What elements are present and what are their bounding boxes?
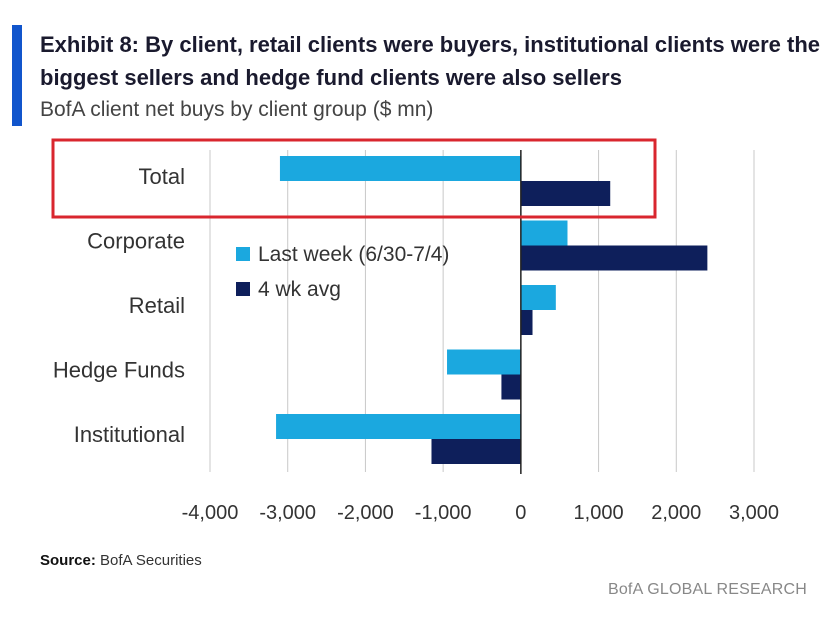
- x-tick-label: -1,000: [415, 502, 472, 524]
- bar-4wk-avg: [520, 181, 611, 206]
- source-label: Source:: [40, 552, 96, 569]
- bar-4wk-avg: [520, 245, 708, 271]
- bar-last-week: [520, 285, 556, 310]
- accent-bar: [12, 25, 22, 126]
- legend-swatch: [236, 282, 250, 296]
- category-label: Total: [139, 164, 185, 189]
- legend-label: 4 wk avg: [258, 278, 341, 301]
- brand-footer: BofA GLOBAL RESEARCH: [607, 581, 807, 598]
- category-label: Institutional: [74, 422, 185, 447]
- chart-subtitle: BofA client net buys by client group ($ …: [40, 98, 434, 121]
- category-label: Corporate: [87, 229, 185, 254]
- source-text: BofA Securities: [100, 552, 202, 569]
- legend-label: Last week (6/30-7/4): [258, 243, 449, 266]
- bar-4wk-avg: [501, 374, 521, 400]
- highlight-box: [51, 138, 657, 219]
- bar-4wk-avg: [431, 439, 521, 464]
- source-note: Source: BofA Securities: [40, 552, 202, 569]
- legend-swatch: [236, 247, 250, 261]
- x-tick-label: 1,000: [574, 502, 624, 524]
- category-label: Hedge Funds: [53, 358, 185, 383]
- bar-4wk-avg: [520, 310, 533, 335]
- bar-last-week: [279, 156, 521, 181]
- x-tick-label: -3,000: [259, 502, 316, 524]
- x-tick-label: 3,000: [729, 502, 779, 524]
- x-tick-label: 2,000: [651, 502, 701, 524]
- chart-title: Exhibit 8: By client, retail clients wer…: [40, 32, 821, 90]
- x-tick-label: -4,000: [182, 502, 239, 524]
- bar-last-week: [276, 414, 521, 439]
- category-label: Retail: [129, 293, 185, 318]
- x-tick-label: 0: [515, 502, 526, 524]
- x-tick-label: -2,000: [337, 502, 394, 524]
- bar-last-week: [520, 220, 568, 246]
- bar-last-week: [447, 349, 521, 375]
